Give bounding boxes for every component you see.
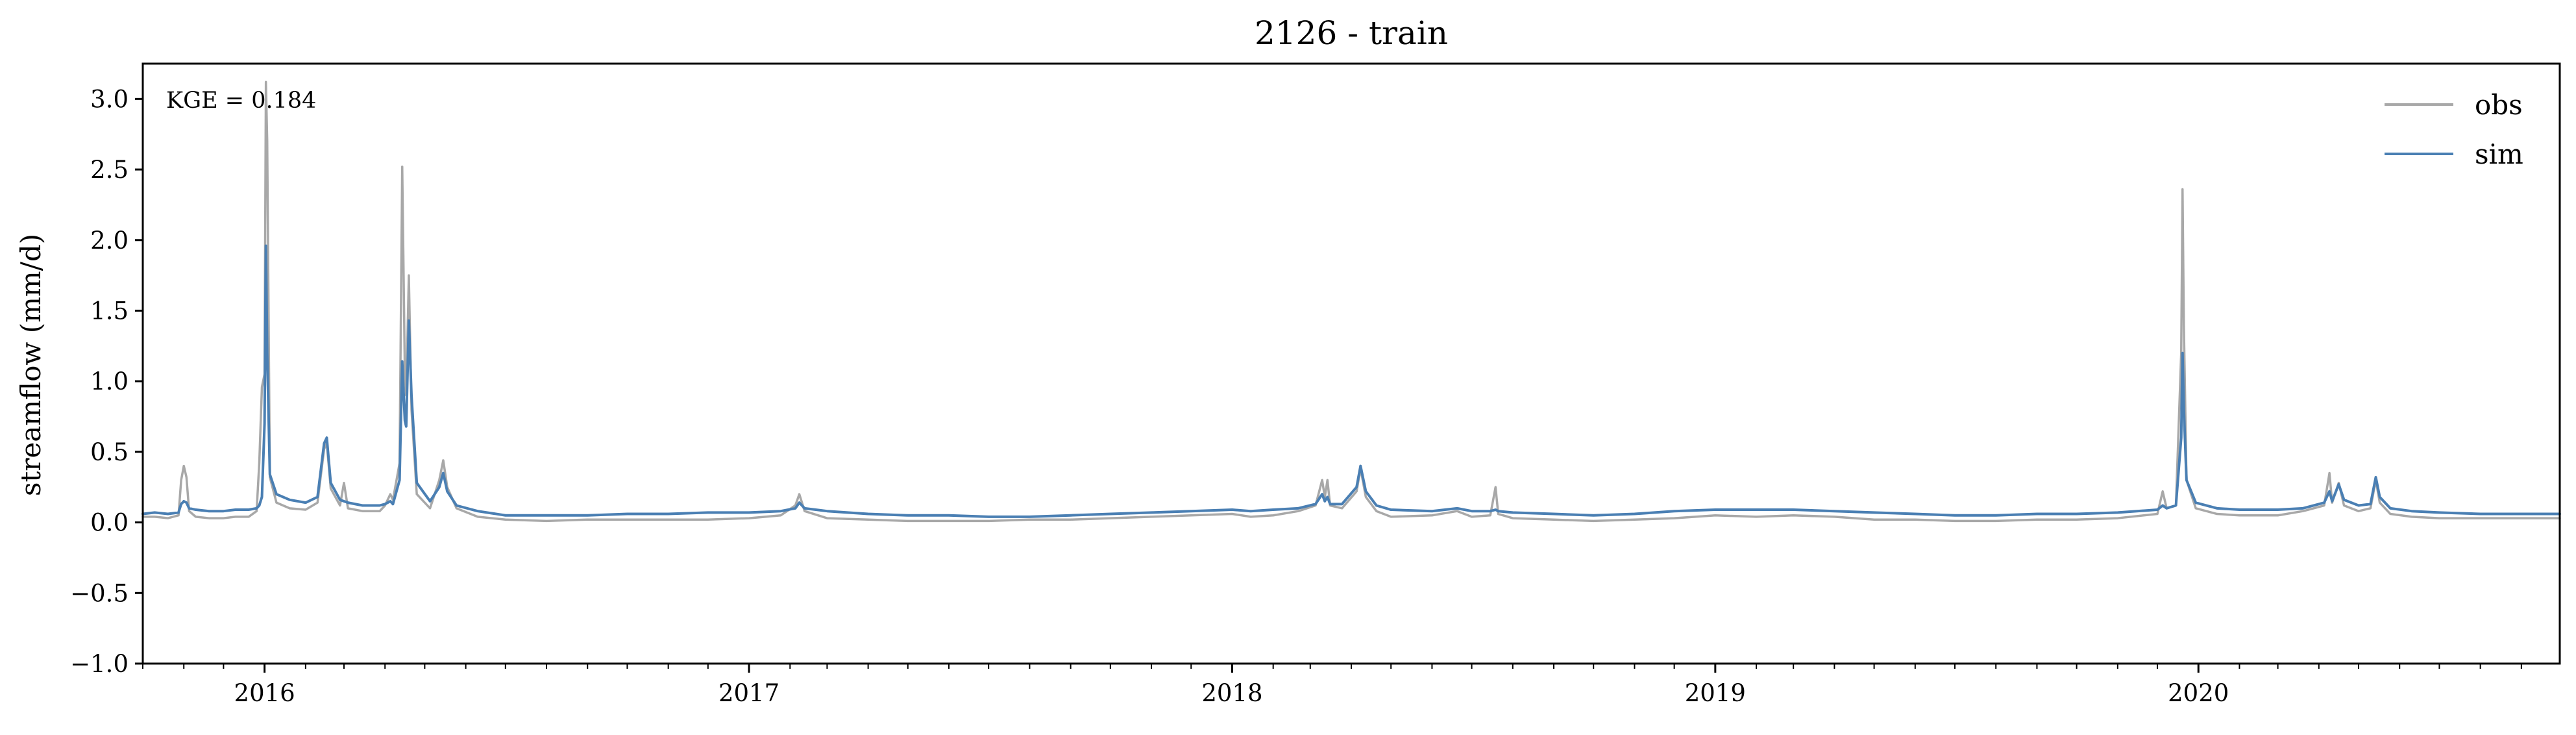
- x-ticks: 2016 2017 2018 2019 2020: [234, 664, 2229, 707]
- series-line-obs: [141, 81, 2561, 523]
- y-tick-label: −1.0: [70, 650, 129, 678]
- y-tick-label: 0.5: [90, 438, 129, 466]
- legend-label-sim: sim: [2475, 138, 2523, 170]
- legend-label-obs: obs: [2475, 89, 2523, 121]
- x-tick-label: 2018: [1201, 679, 1262, 707]
- y-tick-label: 2.5: [90, 156, 129, 184]
- y-tick-label: 1.0: [90, 368, 129, 395]
- chart-title: 2126 - train: [1255, 14, 1448, 52]
- plot-frame: [141, 62, 2561, 665]
- x-tick-label: 2020: [2168, 679, 2229, 707]
- x-tick-label: 2017: [718, 679, 779, 707]
- y-tick-label: 1.5: [90, 297, 129, 325]
- series-line-sim: [141, 244, 2561, 518]
- x-tick-label: 2016: [234, 679, 295, 707]
- y-tick-label: 3.0: [90, 85, 129, 113]
- series-layer: [141, 81, 2561, 523]
- y-tick-label: 0.0: [90, 509, 129, 537]
- y-axis-label: streamflow (mm/d): [15, 234, 47, 496]
- legend: obs sim: [2385, 89, 2523, 170]
- x-tick-label: 2019: [1685, 679, 1746, 707]
- y-tick-label: 2.0: [90, 227, 129, 255]
- kge-annotation: KGE = 0.184: [166, 88, 316, 114]
- y-ticks: 3.0 2.5 2.0 1.5 1.0 0.5 0.0 −0.5 −1.0: [70, 85, 143, 678]
- y-tick-label: −0.5: [70, 579, 129, 607]
